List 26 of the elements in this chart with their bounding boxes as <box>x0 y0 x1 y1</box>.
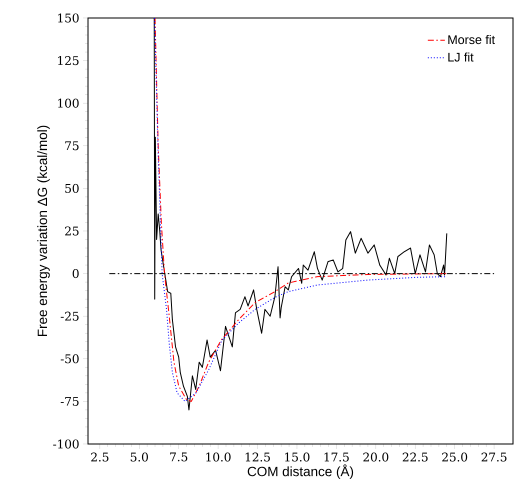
y-tick-label: -50 <box>60 354 79 364</box>
y-tick-label: -25 <box>60 312 79 321</box>
y-tick-label: 50 <box>65 184 79 193</box>
x-tick-label: 5.0 <box>130 452 148 462</box>
x-tick-label: 12.5 <box>246 452 270 462</box>
legend-label: Morse fit <box>448 34 495 44</box>
x-tick-label: 27.5 <box>482 452 506 462</box>
x-tick-label: 22.5 <box>402 452 428 462</box>
y-tick-label: 75 <box>65 141 79 150</box>
y-tick-label: -100 <box>53 439 79 449</box>
x-tick-label: 20.0 <box>363 452 388 462</box>
x-tick-label: 17.5 <box>324 452 349 462</box>
x-axis-title: COM distance (Å) <box>248 464 354 479</box>
y-tick-label: -75 <box>60 396 79 406</box>
y-tick-label: 0 <box>72 269 79 278</box>
y-tick-label: 25 <box>65 226 79 236</box>
x-tick-label: 15.0 <box>285 452 310 462</box>
x-tick-label: 7.5 <box>170 452 188 462</box>
x-tick-label: 25.0 <box>442 452 468 462</box>
x-tick-label: 2.5 <box>91 452 108 462</box>
y-tick-label: 150 <box>58 13 79 23</box>
y-tick-label: 125 <box>58 56 79 66</box>
y-tick-label: 100 <box>58 98 79 108</box>
legend-label: LJ fit <box>448 52 474 62</box>
x-tick-label: 10.0 <box>206 452 231 462</box>
y-axis-title: Free energy variation ΔG (kcal/mol) <box>37 126 50 336</box>
